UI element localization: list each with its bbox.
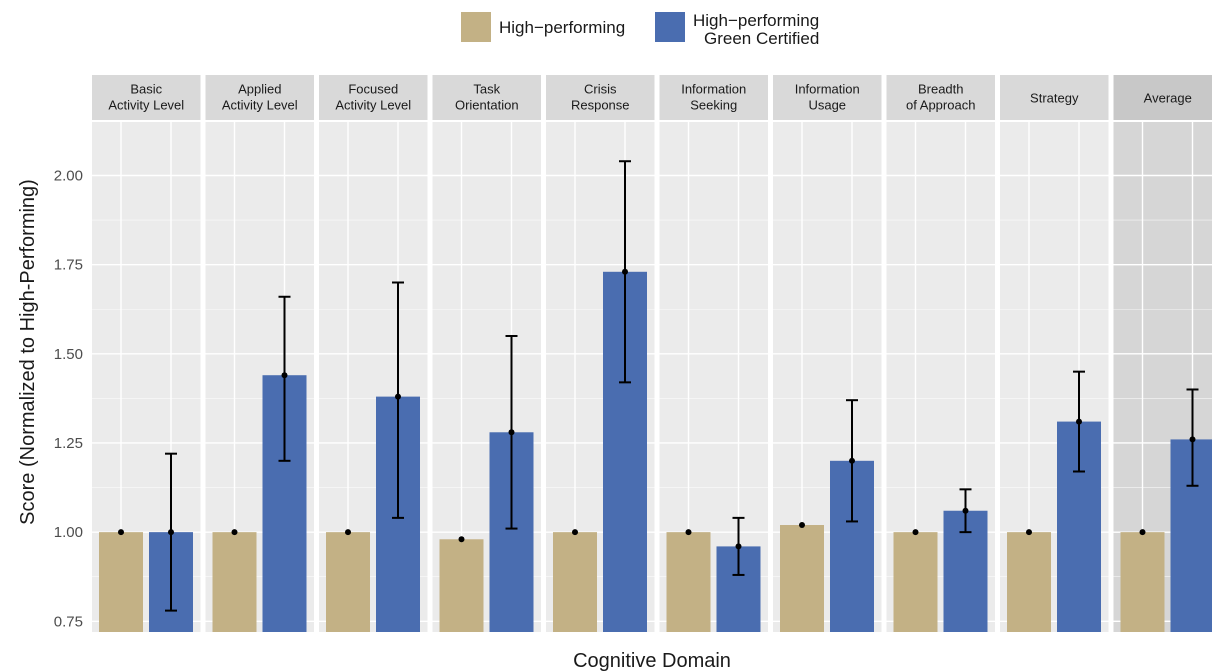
strip-label-7-1: of Approach (906, 98, 975, 113)
point-series0-0 (118, 529, 124, 536)
bar-series0-1 (212, 532, 257, 632)
y-axis-title: Score (Normalized to High-Performing) (17, 179, 39, 525)
point-series1-1 (281, 372, 288, 379)
strip-label-6-1: Usage (808, 98, 846, 113)
point-series0-6 (799, 522, 805, 529)
point-series0-2 (345, 529, 351, 536)
bar-series0-0 (99, 532, 143, 632)
bar-series0-9 (1120, 532, 1165, 632)
point-series0-5 (685, 529, 692, 536)
strip-label-3-1: Orientation (455, 98, 519, 113)
strip-label-4-1: Response (571, 98, 630, 113)
point-series1-0 (168, 529, 174, 536)
strip-1 (205, 75, 314, 120)
point-series1-9 (1189, 436, 1196, 443)
point-series0-3 (458, 536, 465, 543)
legend-label-green-certified: High−performing Green Certified (693, 11, 824, 48)
strip-0 (92, 75, 201, 120)
legend-key-high-performing (461, 12, 491, 42)
strip-4 (546, 75, 655, 120)
bar-series0-3 (439, 539, 484, 632)
strip-label-5-0: Information (681, 82, 746, 97)
bar-series1-9 (1170, 439, 1212, 632)
point-series1-4 (622, 268, 628, 275)
point-series1-6 (849, 457, 855, 464)
strip-label-1-0: Applied (238, 82, 281, 97)
strip-label-2-0: Focused (348, 82, 398, 97)
legend-label-high-performing: High−performing (499, 18, 625, 37)
point-series1-5 (735, 543, 742, 550)
strip-8 (1000, 75, 1109, 120)
strip-7 (886, 75, 995, 120)
point-series0-1 (231, 529, 238, 536)
strip-label-9-0: Average (1144, 91, 1192, 106)
legend-label-green-certified-line1: High−performing (693, 11, 819, 30)
legend-key-green-certified (655, 12, 685, 42)
bar-series0-7 (893, 532, 938, 632)
point-series1-7 (962, 507, 969, 514)
y-tick-label-0: 0.75 (54, 613, 83, 630)
point-series0-9 (1139, 529, 1146, 536)
point-series0-4 (572, 529, 578, 536)
bar-series0-4 (553, 532, 597, 632)
strip-label-4-0: Crisis (584, 82, 617, 97)
y-tick-label-2: 1.25 (54, 435, 83, 452)
bar-series0-2 (326, 532, 370, 632)
strip-3 (432, 75, 541, 120)
strip-label-6-0: Information (795, 82, 860, 97)
strip-9 (1113, 75, 1212, 120)
y-tick-label-1: 1.00 (54, 524, 83, 541)
strip-label-2-1: Activity Level (335, 98, 411, 113)
legend-label-green-certified-line2: Green Certified (704, 29, 819, 48)
legend: High−performing High−performing Green Ce… (461, 11, 824, 48)
point-series0-7 (912, 529, 919, 536)
strip-label-0-0: Basic (130, 82, 162, 97)
strip-label-3-0: Task (473, 82, 500, 97)
strip-label-1-1: Activity Level (222, 98, 298, 113)
strip-label-7-0: Breadth (918, 82, 964, 97)
strip-2 (319, 75, 428, 120)
x-axis-title: Cognitive Domain (573, 650, 731, 672)
y-tick-label-4: 1.75 (54, 257, 83, 274)
strip-label-8-0: Strategy (1030, 91, 1079, 106)
strip-5 (659, 75, 768, 120)
bar-series0-5 (666, 532, 711, 632)
point-series1-8 (1076, 418, 1082, 425)
bar-series0-6 (780, 525, 824, 632)
point-series1-3 (508, 429, 515, 436)
y-tick-label-3: 1.50 (54, 346, 83, 363)
strip-label-5-1: Seeking (690, 98, 737, 113)
bar-series0-8 (1007, 532, 1051, 632)
point-series0-8 (1026, 529, 1032, 536)
strip-label-0-1: Activity Level (108, 98, 184, 113)
y-tick-label-5: 2.00 (54, 167, 83, 184)
strip-6 (773, 75, 882, 120)
point-series1-2 (395, 393, 401, 400)
